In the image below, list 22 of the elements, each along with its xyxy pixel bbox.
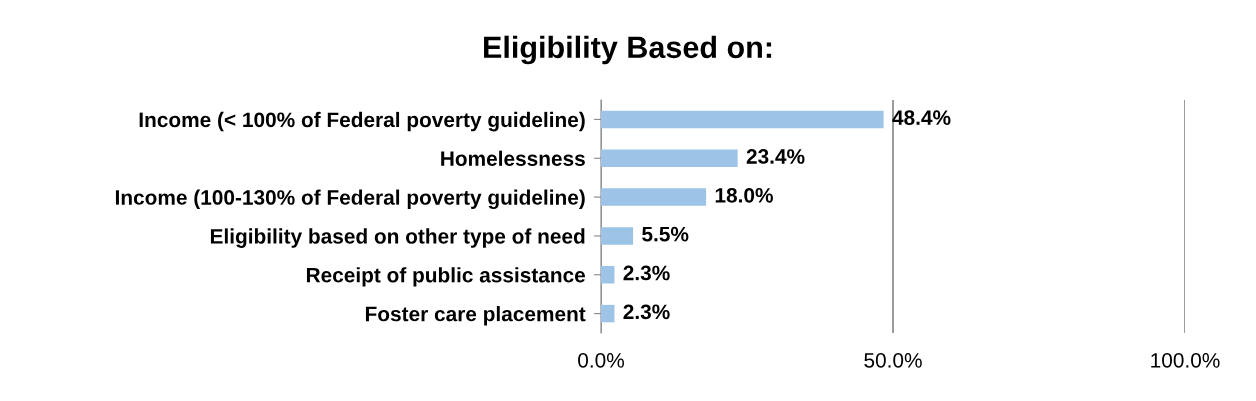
bar — [601, 304, 615, 323]
y-tick-label: Income (100-130% of Federal poverty guideline) — [115, 189, 585, 210]
chart-title: Eligibility Based on: — [484, 35, 772, 65]
data-label: 5.5% — [642, 226, 689, 242]
data-label: 2.3% — [623, 265, 670, 281]
bar — [601, 227, 634, 245]
data-label: 48.4% — [892, 110, 951, 126]
bar — [601, 266, 615, 284]
y-tick-label: Receipt of public assistance — [306, 267, 586, 287]
y-tick-label: Eligibility based on other type of need — [210, 228, 585, 248]
bar — [601, 188, 707, 206]
x-tick-label: 50.0% — [864, 352, 922, 368]
bar — [601, 110, 884, 129]
bar — [601, 149, 738, 167]
data-label: 23.4% — [746, 149, 805, 164]
y-tick-label: Foster care placement — [365, 306, 586, 326]
data-label: 18.0% — [715, 187, 773, 203]
x-tick-label: 100.0% — [1151, 352, 1220, 368]
x-tick-label: 0.0% — [578, 352, 624, 368]
y-tick-label: Homelessness — [441, 150, 585, 166]
data-label: 2.3% — [623, 304, 670, 320]
y-tick-label: Income (< 100% of Federal poverty guideline) — [139, 111, 585, 132]
